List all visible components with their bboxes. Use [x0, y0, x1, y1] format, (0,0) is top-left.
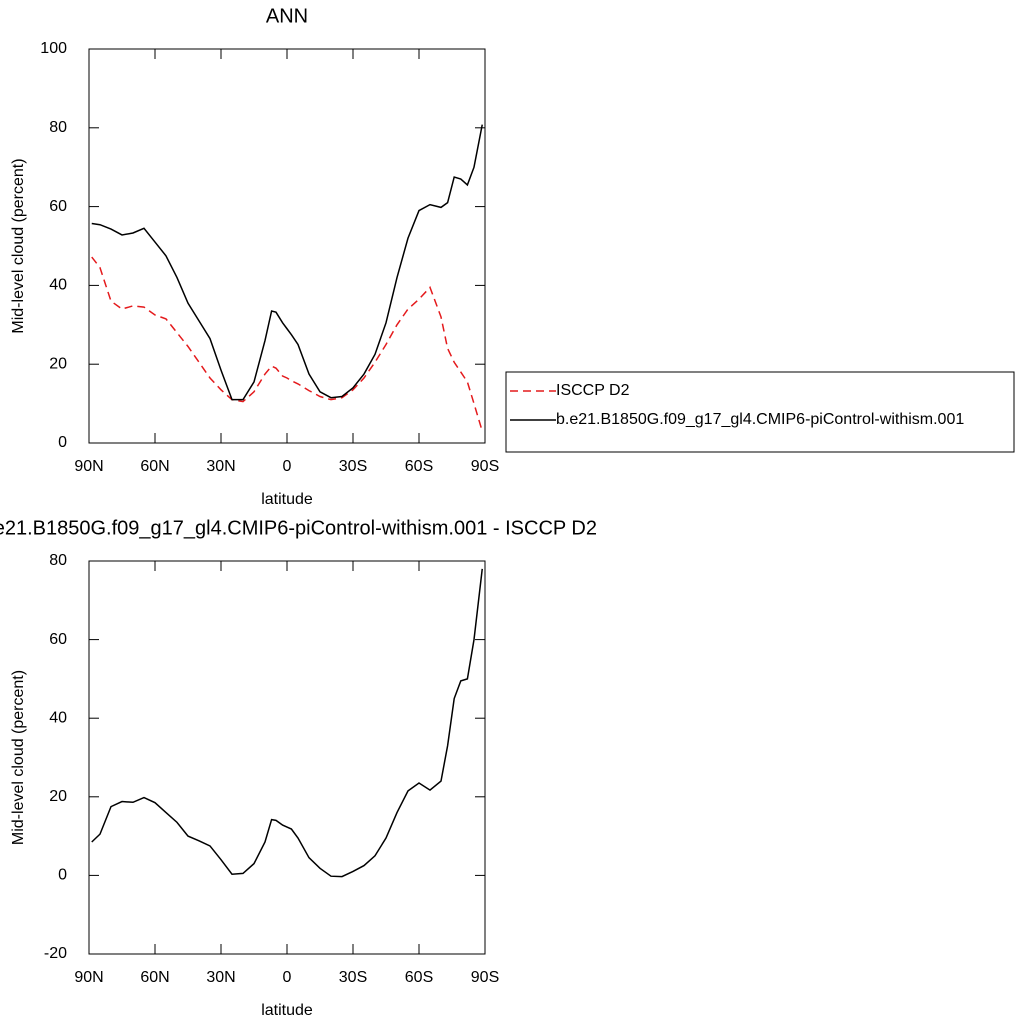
- y-tick-label: 0: [58, 867, 67, 884]
- x-axis-label: latitude: [261, 491, 313, 508]
- y-tick-label: 0: [58, 434, 67, 451]
- legend-label: ISCCP D2: [556, 382, 630, 399]
- x-tick-label: 60S: [405, 458, 433, 475]
- x-axis-label: latitude: [261, 1002, 313, 1019]
- y-tick-label: 80: [49, 552, 67, 569]
- x-tick-label: 90N: [74, 458, 103, 475]
- series-line: [91, 124, 483, 401]
- y-tick-label: 40: [49, 709, 67, 726]
- y-tick-label: 60: [49, 631, 67, 648]
- legend-label: b.e21.B1850G.f09_g17_gl4.CMIP6-piControl…: [556, 411, 964, 428]
- x-tick-label: 30N: [206, 458, 235, 475]
- x-tick-label: 90N: [74, 969, 103, 986]
- x-tick-label: 0: [283, 969, 292, 986]
- y-tick-label: 60: [49, 198, 67, 215]
- x-tick-label: 30S: [339, 458, 367, 475]
- x-tick-label: 60N: [140, 458, 169, 475]
- plot-frame: [88, 48, 486, 444]
- y-tick-label: 20: [49, 355, 67, 372]
- y-tick-label: 20: [49, 788, 67, 805]
- plot-frame: [88, 560, 486, 955]
- legend-box: [505, 371, 1015, 453]
- chart-title: ANN: [266, 5, 308, 27]
- y-tick-label: 100: [40, 40, 67, 57]
- y-tick-label: -20: [44, 945, 67, 962]
- chart-title: b.e21.B1850G.f09_g17_gl4.CMIP6-piControl…: [0, 517, 597, 539]
- y-axis-label: Mid-level cloud (percent): [10, 670, 27, 845]
- x-tick-label: 90S: [471, 458, 499, 475]
- y-tick-label: 80: [49, 119, 67, 136]
- x-tick-label: 60S: [405, 969, 433, 986]
- x-tick-label: 30N: [206, 969, 235, 986]
- x-tick-label: 90S: [471, 969, 499, 986]
- series-line: [91, 256, 483, 432]
- x-tick-label: 0: [283, 458, 292, 475]
- series-line: [91, 568, 483, 878]
- y-axis-label: Mid-level cloud (percent): [10, 158, 27, 333]
- x-tick-label: 30S: [339, 969, 367, 986]
- y-tick-label: 40: [49, 277, 67, 294]
- x-tick-label: 60N: [140, 969, 169, 986]
